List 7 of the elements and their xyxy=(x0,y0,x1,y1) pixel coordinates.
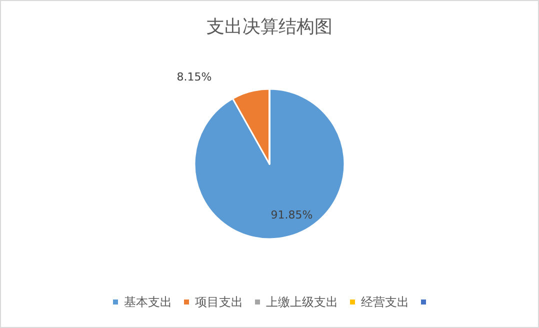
legend-label: 项目支出 xyxy=(195,295,243,309)
data-label: 8.15% xyxy=(176,70,212,84)
legend-label: 上缴上级支出 xyxy=(266,295,338,309)
legend-label: 基本支出 xyxy=(124,295,172,309)
legend-label: 经营支出 xyxy=(361,295,409,309)
data-label: 91.85% xyxy=(270,208,313,222)
chart-title: 支出决算结构图 xyxy=(206,16,332,38)
